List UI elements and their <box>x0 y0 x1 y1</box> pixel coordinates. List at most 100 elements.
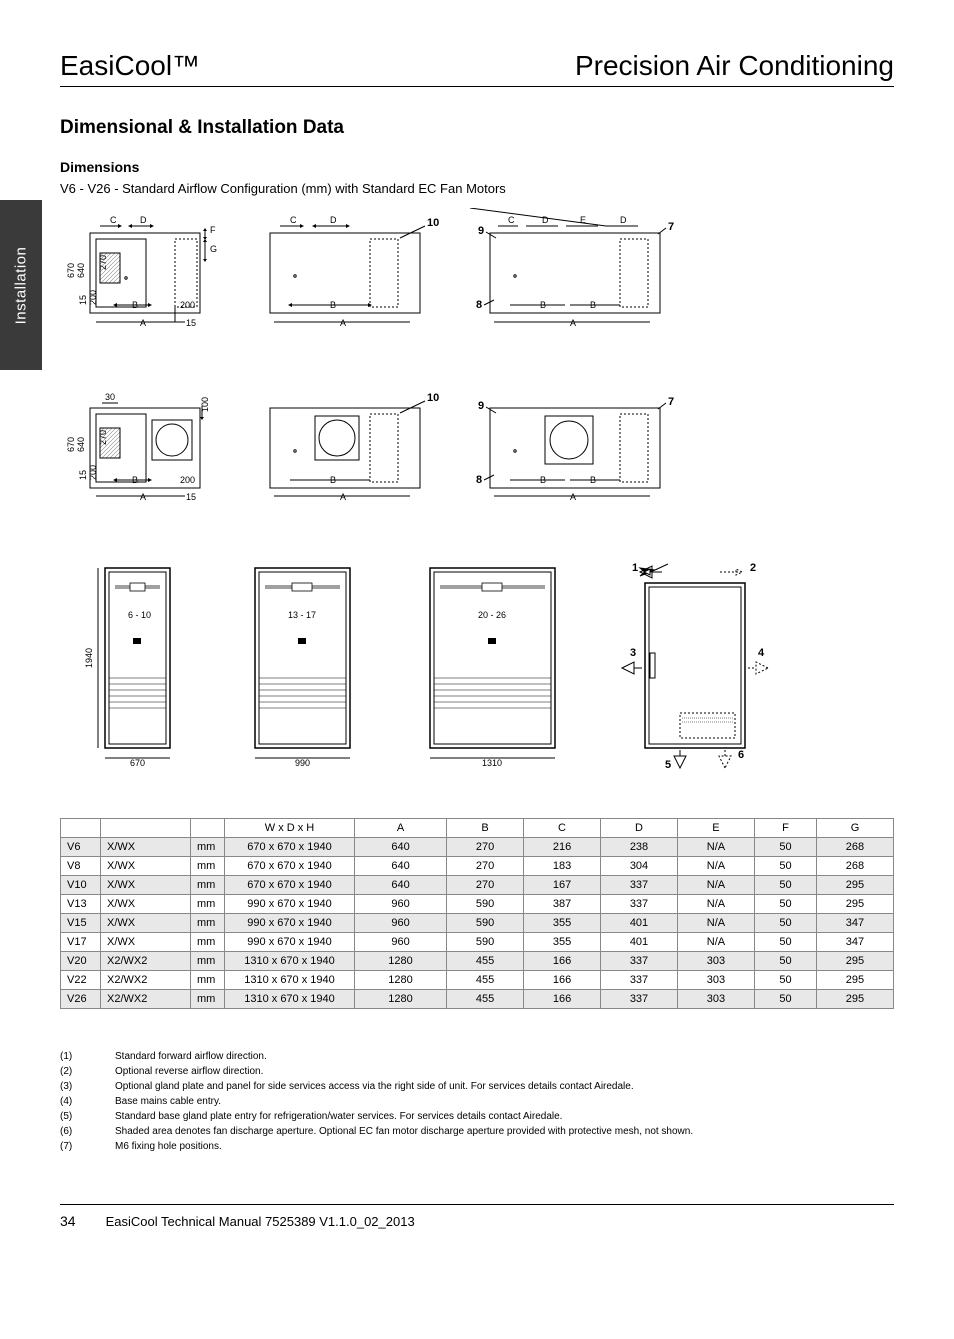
section-title: Dimensional & Installation Data <box>60 117 894 139</box>
svg-text:F: F <box>210 225 216 235</box>
table-cell: 960 <box>355 895 447 914</box>
note-row: (4)Base mains cable entry. <box>60 1094 894 1109</box>
svg-text:640: 640 <box>76 263 86 278</box>
table-col-header: G <box>816 819 893 838</box>
table-cell: 50 <box>754 952 816 971</box>
table-cell: 50 <box>754 990 816 1009</box>
table-cell: 990 x 670 x 1940 <box>225 895 355 914</box>
table-cell: 590 <box>447 933 524 952</box>
svg-text:A: A <box>340 318 346 328</box>
table-cell: 347 <box>816 914 893 933</box>
svg-text:9: 9 <box>478 400 484 412</box>
note-text: M6 fixing hole positions. <box>115 1139 222 1154</box>
table-row: V17X/WXmm990 x 670 x 1940960590355401N/A… <box>61 933 894 952</box>
svg-text:7: 7 <box>668 396 674 408</box>
svg-text:270: 270 <box>98 430 108 445</box>
plan-view-large: C D E D 9 7 8 B <box>470 208 680 348</box>
svg-text:1: 1 <box>632 562 638 574</box>
table-cell: N/A <box>677 933 754 952</box>
svg-text:D: D <box>330 215 337 225</box>
note-row: (5)Standard base gland plate entry for r… <box>60 1109 894 1124</box>
diagram-row-3: 6 - 10 1940 670 <box>60 558 894 778</box>
note-row: (2)Optional reverse airflow direction. <box>60 1064 894 1079</box>
table-cell: 295 <box>816 990 893 1009</box>
note-text: Standard base gland plate entry for refr… <box>115 1109 562 1124</box>
diagram-row-1: 670 640 270 15 200 C D F G <box>60 208 894 348</box>
table-cell: 50 <box>754 933 816 952</box>
svg-text:A: A <box>570 492 576 502</box>
note-number: (6) <box>60 1124 115 1139</box>
table-cell: 337 <box>601 876 678 895</box>
svg-text:6: 6 <box>738 749 744 761</box>
table-col-header: D <box>601 819 678 838</box>
table-cell: 670 x 670 x 1940 <box>225 876 355 895</box>
svg-text:2: 2 <box>750 562 756 574</box>
table-cell: N/A <box>677 914 754 933</box>
table-row: V26X2/WX2mm1310 x 670 x 1940128045516633… <box>61 990 894 1009</box>
front-view-small: 6 - 10 1940 670 <box>60 558 200 778</box>
table-cell: 295 <box>816 952 893 971</box>
table-cell: 670 x 670 x 1940 <box>225 838 355 857</box>
note-row: (7)M6 fixing hole positions. <box>60 1139 894 1154</box>
table-cell: 270 <box>447 857 524 876</box>
svg-text:10: 10 <box>427 217 439 229</box>
table-cell: 640 <box>355 838 447 857</box>
table-cell: V17 <box>61 933 101 952</box>
table-cell: V15 <box>61 914 101 933</box>
svg-text:1310: 1310 <box>482 758 502 768</box>
front-view-medium: 13 - 17 990 <box>230 558 380 778</box>
plan-view-medium: C D B A 10 <box>260 208 440 348</box>
table-cell: N/A <box>677 838 754 857</box>
svg-text:990: 990 <box>295 758 310 768</box>
dimensions-table: W x D x HABCDEFG V6X/WXmm670 x 670 x 194… <box>60 818 894 1009</box>
table-cell: 337 <box>601 952 678 971</box>
table-cell: 295 <box>816 971 893 990</box>
svg-text:670: 670 <box>130 758 145 768</box>
table-cell: V13 <box>61 895 101 914</box>
svg-text:D: D <box>620 215 627 225</box>
subsection-title: Dimensions <box>60 159 894 175</box>
table-cell: 303 <box>677 990 754 1009</box>
table-cell: 455 <box>447 971 524 990</box>
table-cell: mm <box>191 857 225 876</box>
table-cell: 50 <box>754 895 816 914</box>
svg-text:8: 8 <box>476 474 482 486</box>
svg-text:15: 15 <box>78 470 88 480</box>
table-row: V20X2/WX2mm1310 x 670 x 1940128045516633… <box>61 952 894 971</box>
svg-text:13 - 17: 13 - 17 <box>288 610 316 620</box>
note-row: (6)Shaded area denotes fan discharge ape… <box>60 1124 894 1139</box>
table-cell: 268 <box>816 838 893 857</box>
table-cell: 50 <box>754 876 816 895</box>
svg-text:1940: 1940 <box>84 648 94 668</box>
table-cell: N/A <box>677 857 754 876</box>
table-cell: V6 <box>61 838 101 857</box>
svg-text:6 - 10: 6 - 10 <box>128 610 151 620</box>
note-row: (1)Standard forward airflow direction. <box>60 1049 894 1064</box>
svg-text:9: 9 <box>478 225 484 237</box>
table-cell: 1280 <box>355 971 447 990</box>
svg-text:3: 3 <box>630 647 636 659</box>
note-row: (3)Optional gland plate and panel for si… <box>60 1079 894 1094</box>
table-cell: 167 <box>524 876 601 895</box>
table-cell: X/WX <box>101 895 191 914</box>
table-col-header <box>61 819 101 838</box>
table-cell: 990 x 670 x 1940 <box>225 914 355 933</box>
front-view-large: 20 - 26 1310 <box>410 558 580 778</box>
table-cell: N/A <box>677 876 754 895</box>
doc-reference: EasiCool Technical Manual 7525389 V1.1.0… <box>106 1214 415 1229</box>
table-cell: mm <box>191 838 225 857</box>
table-cell: mm <box>191 895 225 914</box>
svg-text:C: C <box>290 215 297 225</box>
note-number: (4) <box>60 1094 115 1109</box>
table-cell: V10 <box>61 876 101 895</box>
svg-text:C: C <box>110 215 117 225</box>
diagram-row-2: 30 100 670 640 270 15 200 B A 200 <box>60 388 894 518</box>
table-cell: X/WX <box>101 933 191 952</box>
table-cell: mm <box>191 990 225 1009</box>
svg-text:200: 200 <box>180 300 195 310</box>
svg-text:A: A <box>140 492 146 502</box>
table-head: W x D x HABCDEFG <box>61 819 894 838</box>
svg-text:G: G <box>210 244 217 254</box>
note-text: Standard forward airflow direction. <box>115 1049 267 1064</box>
brand-title: EasiCool™ <box>60 50 200 82</box>
